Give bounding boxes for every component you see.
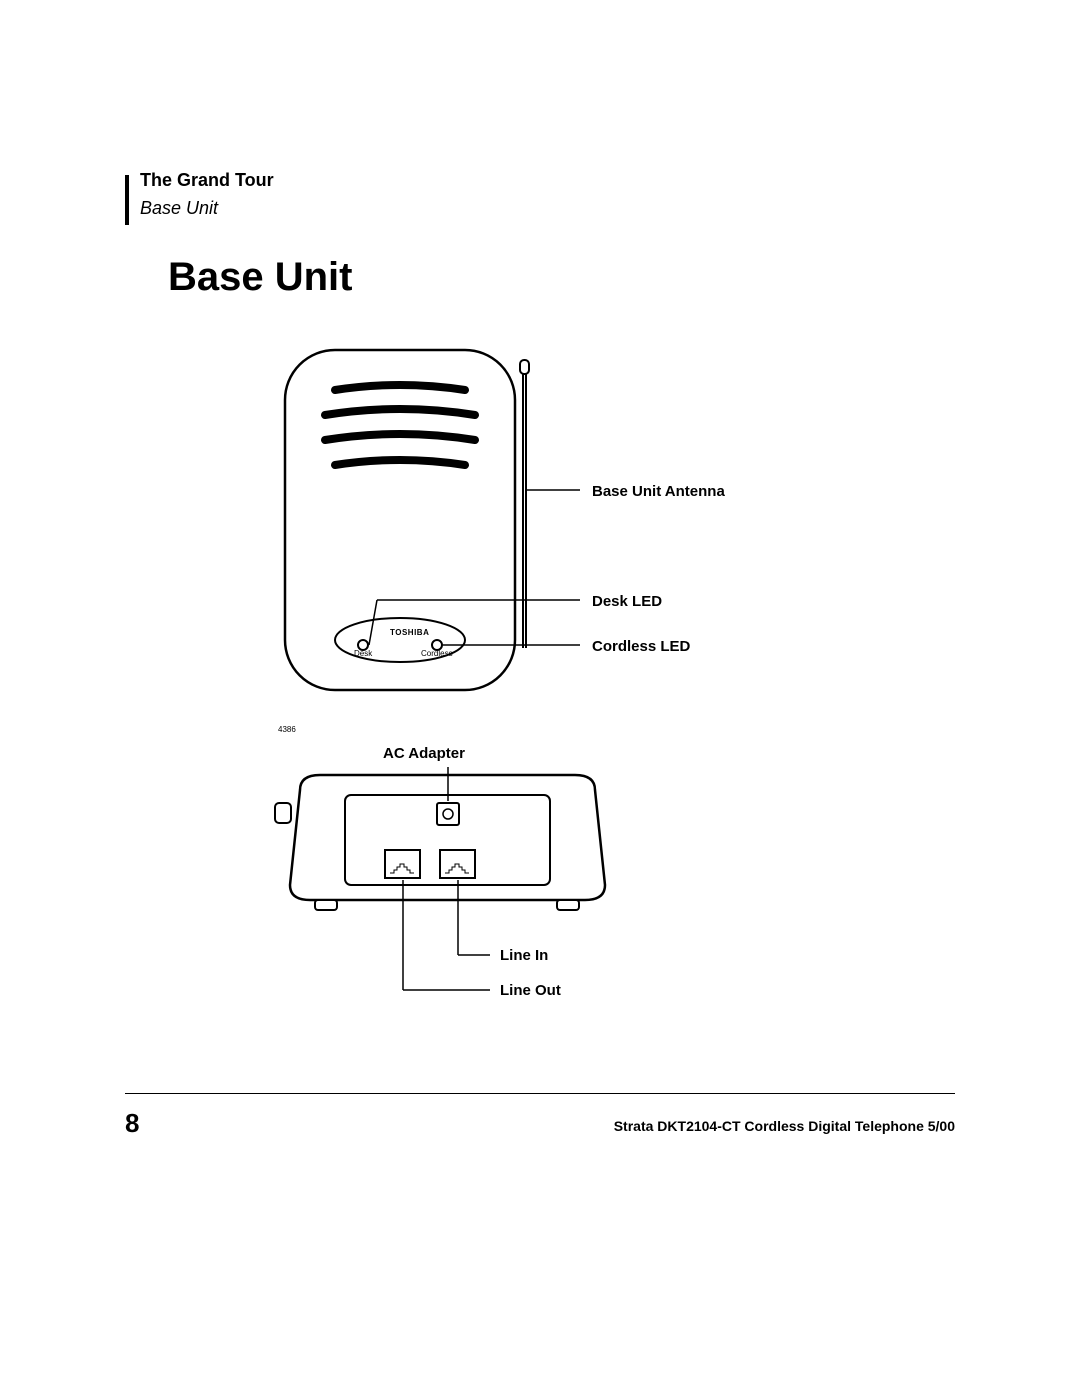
base-unit-front-diagram (245, 330, 805, 740)
desk-led-label: Desk LED (592, 593, 662, 610)
page-number: 8 (125, 1108, 139, 1139)
figure-area: Base Unit Antenna Desk LED Cordless LED … (125, 310, 955, 1060)
line-in-jack-icon (440, 850, 475, 878)
chapter-title: The Grand Tour (140, 170, 274, 191)
section-subtitle: Base Unit (140, 198, 218, 219)
base-unit-body-icon (285, 350, 515, 690)
page: The Grand Tour Base Unit Base Unit (0, 0, 1080, 1397)
cordless-led-label: Cordless LED (592, 638, 690, 655)
figure-ref: 4386 (278, 725, 296, 734)
line-out-label: Line Out (500, 982, 561, 999)
line-out-jack-icon (385, 850, 420, 878)
footer-doc-title: Strata DKT2104-CT Cordless Digital Telep… (614, 1118, 955, 1134)
page-title: Base Unit (168, 255, 353, 300)
line-in-label: Line In (500, 947, 548, 964)
base-unit-bottom-diagram (265, 755, 685, 1045)
bottom-body-icon (275, 775, 605, 910)
ac-adapter-label: AC Adapter (383, 745, 465, 762)
antenna-label: Base Unit Antenna (592, 483, 725, 500)
cordless-text: Cordless (421, 649, 453, 658)
brand-label: TOSHIBA (390, 628, 429, 637)
footer-rule (125, 1093, 955, 1094)
header-rule (125, 175, 129, 225)
antenna-icon (520, 360, 529, 648)
desk-text: Desk (354, 649, 372, 658)
